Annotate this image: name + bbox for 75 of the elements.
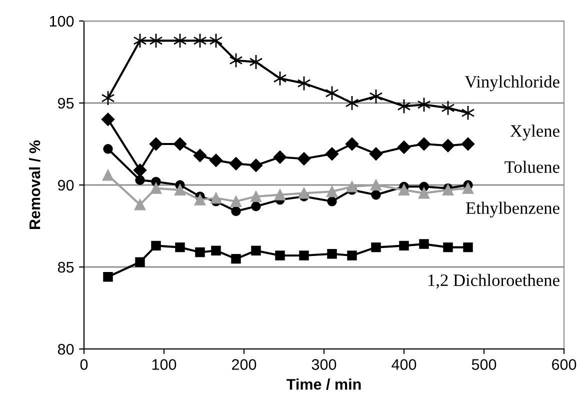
point [150,182,162,194]
point [251,246,261,256]
point [231,254,241,264]
point [326,186,338,198]
point [249,158,263,172]
point [149,137,163,151]
point [135,175,145,185]
point [462,182,474,194]
point [371,190,381,200]
point [417,137,431,151]
x-axis-title: Time / min [286,378,361,390]
point [195,247,205,258]
point [274,189,286,200]
point [327,249,337,259]
point [209,154,223,167]
x-tick-label: 0 [80,359,88,370]
series-label: 1,2 Dichloroethene [428,274,560,289]
series-label: Ethylbenzene [466,202,560,218]
point [325,147,339,160]
point [397,140,411,154]
x-tick-label: 100 [152,359,176,370]
point [461,137,475,151]
point [229,157,243,170]
point [193,148,207,162]
point [443,242,453,252]
point [133,164,147,177]
series-label: Toluene [504,160,560,173]
point [398,184,410,196]
point [210,192,222,204]
point [399,240,409,251]
point [418,188,430,199]
point [194,194,206,206]
point [298,188,310,199]
point [251,201,261,212]
x-tick-label: 300 [312,359,336,370]
y-tick-label: 80 [58,344,74,355]
x-tick-label: 600 [552,359,576,370]
point [103,272,113,282]
point [371,242,381,252]
point [211,246,221,256]
y-tick-label: 95 [58,98,74,109]
point [101,112,115,126]
point [299,250,309,260]
point [345,137,359,151]
point [327,196,337,206]
x-tick-label: 200 [232,359,256,370]
text: Xylene [510,124,560,140]
point [419,239,429,249]
x-tick-label: 500 [472,359,496,370]
point [230,196,242,207]
point [369,147,383,160]
point [151,240,161,251]
y-tick-label: 90 [58,180,74,191]
point [275,250,285,260]
point [102,170,114,181]
point [346,181,358,192]
y-tick-label: 85 [58,262,74,273]
point [173,137,187,151]
series-label: Vinylchloride [464,75,560,92]
point [134,199,146,210]
point [175,242,185,252]
point [250,190,262,202]
point [273,150,287,164]
point [135,257,145,267]
point [103,144,113,154]
point [174,184,186,196]
y-axis-title: Removal / % [28,140,40,229]
point [297,152,311,166]
point [231,206,241,216]
x-tick-label: 400 [392,359,416,370]
point [441,139,455,152]
point [370,179,382,191]
y-tick-label: 100 [50,16,74,27]
point [347,250,357,260]
point [463,242,473,252]
